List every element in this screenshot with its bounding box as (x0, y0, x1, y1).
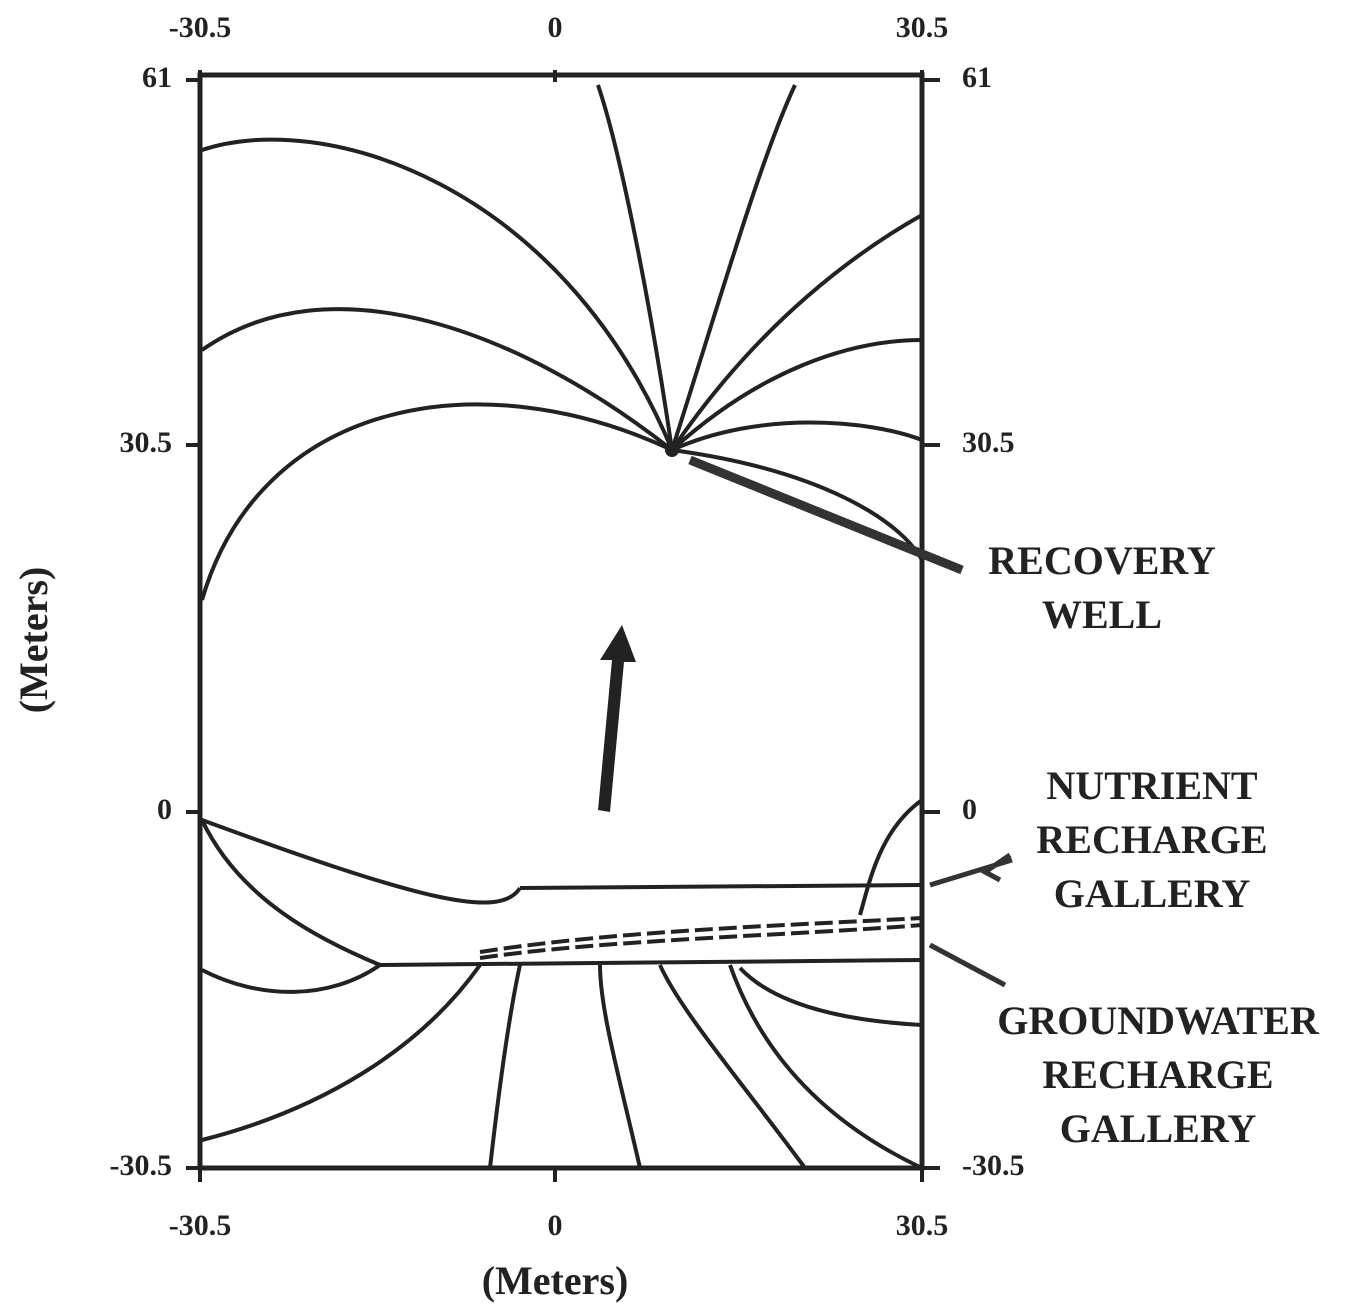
bottom-tick-label: 30.5 (896, 1209, 949, 1242)
streamline (200, 402, 673, 601)
annotation: NUTRIENT (1046, 763, 1257, 808)
right-tick-label: 0 (962, 793, 977, 826)
groundwater-gallery-band (479, 916, 923, 960)
streamline (598, 964, 642, 1169)
annotation: RECHARGE (1036, 817, 1267, 862)
well-pointer (688, 455, 964, 575)
streamline (738, 966, 923, 1027)
streamline (728, 964, 923, 1170)
streamline (671, 420, 923, 452)
left-tick-label: 0 (157, 793, 172, 826)
streamline (671, 448, 924, 561)
bottom-tick-label: 0 (548, 1209, 563, 1242)
streamline (201, 137, 674, 451)
annotation: GALLERY (1054, 871, 1251, 916)
streamline (488, 964, 522, 1169)
streamline (670, 213, 923, 452)
streamline (596, 84, 674, 451)
annotation: RECOVERY (988, 538, 1216, 583)
x-axis-label: (Meters) (482, 1258, 629, 1303)
right-tick-label: 30.5 (962, 426, 1015, 459)
right-tick-label: -30.5 (962, 1149, 1025, 1182)
nutrient-gallery (519, 883, 923, 890)
y-axis-label: (Meters) (11, 567, 56, 714)
top-tick-label: -30.5 (169, 11, 232, 44)
groundwater-pointer (928, 942, 1007, 988)
annotation: GROUNDWATER (997, 998, 1320, 1043)
left-tick-label: 30.5 (120, 426, 173, 459)
annotation: RECHARGE (1042, 1052, 1273, 1097)
streamline (200, 819, 381, 967)
flow-arrow (598, 625, 636, 812)
streamline (670, 338, 923, 452)
left-tick-label: -30.5 (110, 1149, 173, 1182)
streamline (201, 963, 482, 1142)
streamline (670, 84, 797, 451)
streamline (658, 964, 807, 1170)
left-tick-label: 61 (142, 61, 172, 94)
top-tick-label: 30.5 (896, 11, 949, 44)
bottom-tick-label: -30.5 (169, 1209, 232, 1242)
annotation: WELL (1042, 592, 1162, 637)
recovery-well (665, 443, 679, 457)
right-tick-label: 61 (962, 61, 992, 94)
top-tick-label: 0 (548, 11, 563, 44)
plot-frame (197, 72, 925, 1171)
groundwater-gallery (379, 958, 923, 967)
streamlines (200, 84, 924, 1170)
streamline (200, 307, 674, 452)
streamline (201, 818, 522, 905)
nutrient-pointer (929, 852, 1013, 888)
streamline (858, 798, 924, 916)
annotation: GALLERY (1060, 1106, 1257, 1151)
streamline (201, 963, 382, 994)
